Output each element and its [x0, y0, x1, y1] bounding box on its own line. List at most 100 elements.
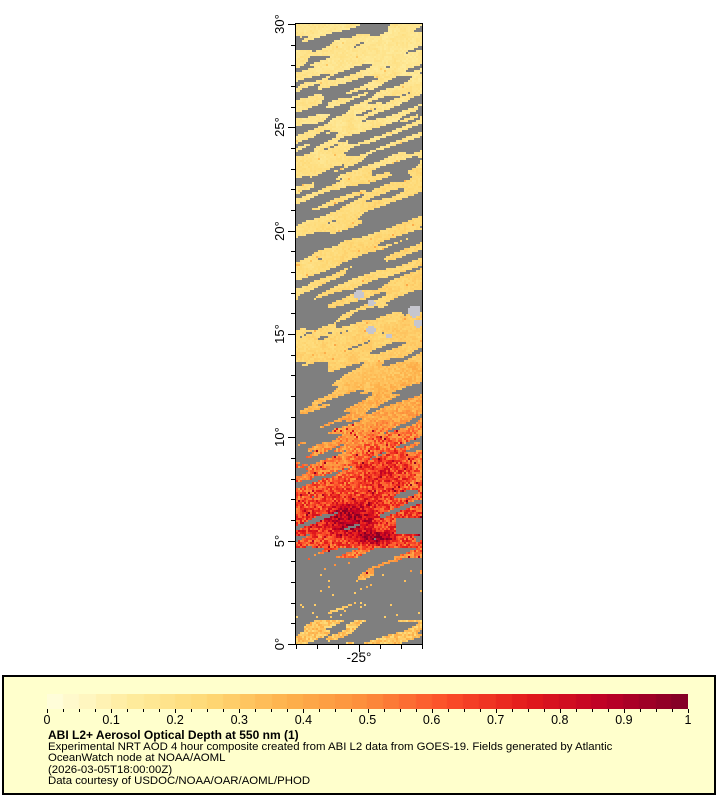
lat-minor-tick [291, 520, 295, 521]
colorbar-minor-tick [223, 709, 224, 712]
colorbar-minor-tick [608, 709, 609, 712]
lat-major-tick [288, 644, 295, 645]
lat-axis-label: 20° [272, 220, 287, 241]
lat-major-tick [288, 127, 295, 128]
lat-minor-tick [291, 355, 295, 356]
colorbar-major-tick [111, 709, 112, 713]
colorbar-minor-tick [480, 709, 481, 712]
lon-axis-label: -25° [346, 650, 372, 665]
lat-major-tick [288, 334, 295, 335]
lat-minor-tick [291, 479, 295, 480]
lat-axis-label: 15° [272, 324, 287, 344]
lat-axis-label: 5° [272, 534, 287, 547]
colorbar-minor-tick [544, 709, 545, 712]
colorbar-tick-label: 0.6 [422, 713, 441, 727]
lat-axis-label: 0° [272, 637, 287, 651]
colorbar-minor-tick [255, 709, 256, 712]
lat-minor-tick [291, 375, 295, 376]
lat-minor-tick [291, 499, 295, 500]
colorbar-tick-label: 0.3 [230, 713, 248, 727]
lat-minor-tick [291, 293, 295, 294]
colorbar-tick-label: 0.4 [294, 713, 313, 727]
colorbar-minor-tick [159, 709, 160, 712]
legend-caption: ABI L2+ Aerosol Optical Depth at 550 nm … [48, 729, 612, 788]
colorbar-tick-label: 1 [684, 713, 692, 727]
colorbar-minor-tick [464, 709, 465, 712]
lat-minor-tick [291, 561, 295, 562]
colorbar-major-tick [175, 709, 176, 713]
colorbar-minor-tick [592, 709, 593, 712]
colorbar-minor-tick [287, 709, 288, 712]
colorbar-minor-tick [191, 709, 192, 712]
lat-major-tick [288, 24, 295, 25]
lat-minor-tick [291, 623, 295, 624]
lat-minor-tick [291, 86, 295, 87]
colorbar-tick-label: 0 [43, 713, 51, 727]
lat-minor-tick [291, 189, 295, 190]
colorbar-minor-tick [271, 709, 272, 712]
colorbar-major-tick [368, 709, 369, 713]
lon-minor-tick [401, 645, 402, 649]
lat-minor-tick [291, 603, 295, 604]
colorbar-tick-label: 0.5 [358, 713, 377, 727]
legend-timestamp: (2026-03-05T18:00:00Z) [48, 763, 173, 776]
lat-minor-tick [291, 458, 295, 459]
colorbar-minor-tick [127, 709, 128, 712]
legend-credit: Data courtesy of USDOC/NOAA/OAR/AOML/PHO… [48, 775, 311, 788]
colorbar-minor-tick [384, 709, 385, 712]
lat-minor-tick [291, 396, 295, 397]
lat-axis-label: 30° [272, 14, 287, 34]
lat-minor-tick [291, 417, 295, 418]
colorbar-minor-tick [576, 709, 577, 712]
colorbar-minor-tick [448, 709, 449, 712]
colorbar-tick-label: 0.8 [551, 713, 569, 727]
colorbar-tick-label: 0.2 [166, 713, 184, 727]
lat-minor-tick [291, 313, 295, 314]
lon-minor-tick [338, 645, 339, 649]
lat-minor-tick [291, 148, 295, 149]
colorbar-major-tick [432, 709, 433, 713]
colorbar-major-tick [624, 709, 625, 713]
lat-minor-tick [291, 251, 295, 252]
lon-minor-tick [380, 645, 381, 649]
colorbar-minor-tick [351, 709, 352, 712]
lat-minor-tick [291, 107, 295, 108]
colorbar-minor-tick [335, 709, 336, 712]
colorbar-minor-tick [416, 709, 417, 712]
lon-major-tick [359, 645, 360, 652]
lat-minor-tick [291, 45, 295, 46]
lat-major-tick [288, 541, 295, 542]
colorbar-minor-tick [656, 709, 657, 712]
legend-box: 0 0.1 0.2 0.3 0.4 0.5 0.6 0.7 0.8 0.9 1 ABI L2+ Ae… [2, 675, 716, 795]
lat-minor-tick [291, 582, 295, 583]
colorbar-tick-label: 0.1 [102, 713, 120, 727]
colorbar-minor-tick [512, 709, 513, 712]
colorbar-tick-label: 0.7 [486, 713, 505, 727]
lat-axis-label: 25° [272, 117, 287, 138]
colorbar-minor-tick [95, 709, 96, 712]
colorbar-minor-tick [63, 709, 64, 712]
lat-minor-tick [291, 169, 295, 170]
colorbar-major-tick [303, 709, 304, 713]
colorbar-canvas [47, 694, 688, 709]
colorbar-major-tick [496, 709, 497, 713]
colorbar-tick-label: 0.9 [615, 713, 633, 727]
legend-description-line-2: OceanWatch node at NOAA/AOML [48, 752, 226, 765]
colorbar-major-tick [47, 709, 48, 713]
colorbar-minor-tick [143, 709, 144, 712]
lat-minor-tick [291, 272, 295, 273]
colorbar-minor-tick [672, 709, 673, 712]
colorbar-minor-tick [640, 709, 641, 712]
colorbar-minor-tick [400, 709, 401, 712]
colorbar-major-tick [239, 709, 240, 713]
lat-minor-tick [291, 210, 295, 211]
lat-minor-tick [291, 65, 295, 66]
lat-major-tick [288, 437, 295, 438]
colorbar-major-tick [560, 709, 561, 713]
lat-axis-label: 10° [272, 427, 287, 448]
lon-minor-tick [317, 645, 318, 649]
lon-minor-tick [422, 645, 423, 649]
legend-title: ABI L2+ Aerosol Optical Depth at 550 nm … [48, 728, 299, 742]
lat-major-tick [288, 231, 295, 232]
